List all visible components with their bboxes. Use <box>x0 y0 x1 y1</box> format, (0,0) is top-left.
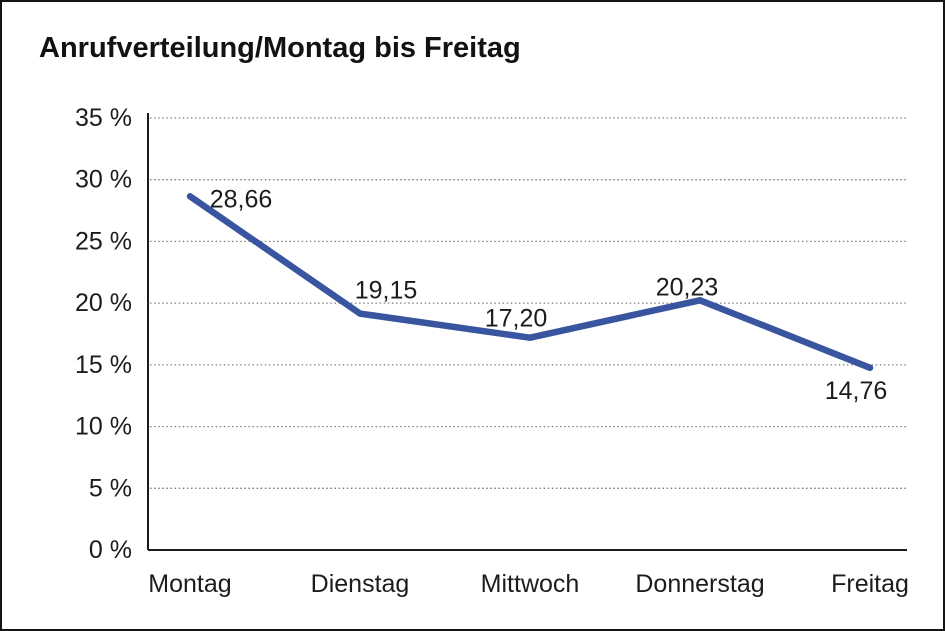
y-tick-label: 25 % <box>75 227 132 255</box>
data-point-label: 14,76 <box>825 377 888 405</box>
x-category-label: Freitag <box>831 570 909 598</box>
data-point-label: 28,66 <box>210 185 273 213</box>
x-category-label: Mittwoch <box>481 570 580 598</box>
x-category-label: Dienstag <box>311 570 410 598</box>
y-tick-label: 0 % <box>89 536 132 564</box>
series-line <box>186 193 874 372</box>
y-tick-label: 5 % <box>89 474 132 502</box>
y-tick-label: 30 % <box>75 166 132 194</box>
y-tick-label: 10 % <box>75 413 132 441</box>
y-tick-label: 35 % <box>75 104 132 132</box>
data-point-label: 17,20 <box>485 305 548 333</box>
data-point-label: 19,15 <box>355 277 418 305</box>
x-category-label: Donnerstag <box>635 570 764 598</box>
y-tick-label: 15 % <box>75 351 132 379</box>
y-tick-label: 20 % <box>75 289 132 317</box>
chart-title: Anrufverteilung/Montag bis Freitag <box>39 32 521 64</box>
data-point-label: 20,23 <box>656 273 719 301</box>
x-category-label: Montag <box>148 570 231 598</box>
